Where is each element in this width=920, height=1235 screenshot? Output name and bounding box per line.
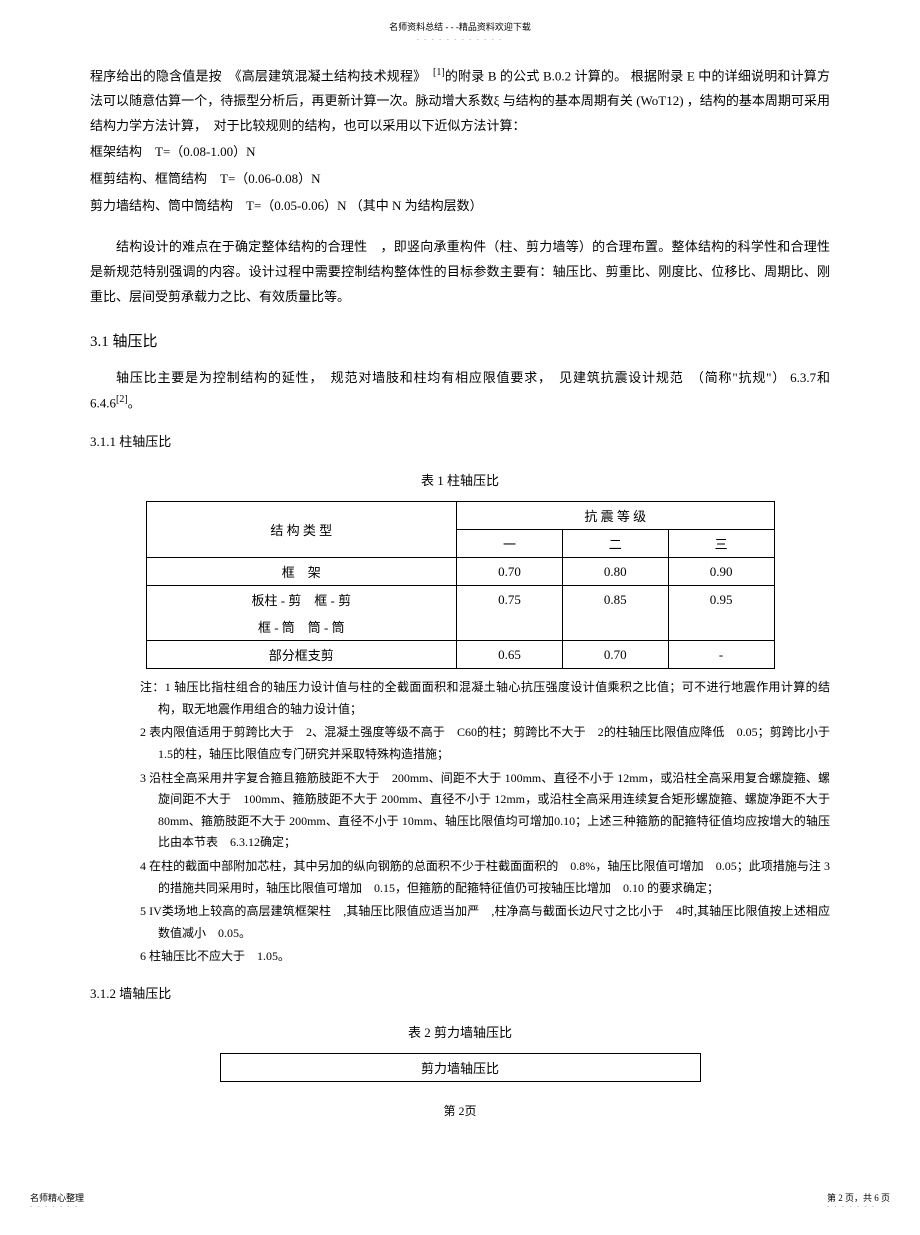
formula-3: 剪力墙结构、筒中筒结构 T=（0.05-0.06）N （其中 N 为结构层数） [90, 194, 830, 219]
footer-left: 名师精心整理 - - - - - - - [30, 1191, 84, 1210]
t1-r3-type: 部分框支剪 [146, 641, 457, 669]
t2-header: 剪力墙轴压比 [220, 1053, 700, 1081]
footer-right: 第 2 页，共 6 页 - - - - - - - [827, 1191, 890, 1210]
footer-left-dots: - - - - - - - [30, 1204, 84, 1210]
formula-1: 框架结构 T=（0.08-1.00）N [90, 140, 830, 165]
t1-r2-v3 [668, 613, 774, 641]
para1-text: 程序给出的隐含值是按 《高层建筑混凝土结构技术规程》 [90, 68, 433, 83]
t1-r2-v1 [457, 613, 563, 641]
note-3: 3 沿柱全高采用井字复合箍且箍筋肢距不大于 200mm、间距不大于 100mm、… [140, 768, 830, 854]
note-6: 6 柱轴压比不应大于 1.05。 [140, 946, 830, 968]
note-prefix: 注： [140, 680, 165, 694]
t1-r2-type: 框 - 筒 筒 - 筒 [146, 613, 457, 641]
table1-caption: 表 1 柱轴压比 [90, 470, 830, 489]
note-5: 5 IV类场地上较高的高层建筑框架柱 ,其轴压比限值应适当加严 ,柱净高与截面长… [140, 901, 830, 944]
subsection-312: 3.1.2 墙轴压比 [90, 983, 830, 1002]
paragraph-1: 程序给出的隐含值是按 《高层建筑混凝土结构技术规程》 [1]的附录 B 的公式 … [90, 63, 830, 138]
page-number: 第 2页 [90, 1102, 830, 1119]
para3a: 轴压比主要是为控制结构的延性， 规范对墙肢和柱均有相应限值要求， 见建筑抗震设计… [90, 370, 830, 411]
t1-header-type: 结 构 类 型 [146, 502, 457, 558]
para1-sup: [1] [433, 67, 445, 78]
note-1-text: 1 轴压比指柱组合的轴压力设计值与柱的全截面面积和混凝土轴心抗压强度设计值乘积之… [158, 680, 830, 716]
header-dots: - - - - - - - - - - - - [90, 37, 830, 43]
table-row: 板柱 - 剪 框 - 剪 0.75 0.85 0.95 [146, 586, 774, 614]
t1-r0-v3: 0.90 [668, 558, 774, 586]
t1-r1-v3: 0.95 [668, 586, 774, 614]
t1-r3-v2: 0.70 [562, 641, 668, 669]
t1-r2-v2 [562, 613, 668, 641]
table-1: 结 构 类 型 抗 震 等 级 一 二 三 框 架 0.70 0.80 0.90… [146, 501, 775, 669]
paragraph-2: 结构设计的难点在于确定整体结构的合理性 ，即竖向承重构件（柱、剪力墙等）的合理布… [90, 235, 830, 309]
note-2: 2 表内限值适用于剪跨比大于 2、混凝土强度等级不高于 C60的柱；剪跨比不大于… [140, 722, 830, 765]
footer-right-dots: - - - - - - - [827, 1204, 890, 1210]
subsection-311: 3.1.1 柱轴压比 [90, 431, 830, 450]
note-1: 注：1 轴压比指柱组合的轴压力设计值与柱的全截面面积和混凝土轴心抗压强度设计值乘… [140, 677, 830, 720]
t1-r0-v1: 0.70 [457, 558, 563, 586]
t1-r1-v2: 0.85 [562, 586, 668, 614]
t1-r0-v2: 0.80 [562, 558, 668, 586]
t1-r3-v3: - [668, 641, 774, 669]
table1-notes: 注：1 轴压比指柱组合的轴压力设计值与柱的全截面面积和混凝土轴心抗压强度设计值乘… [90, 677, 830, 968]
t1-col1: 一 [457, 530, 563, 558]
table-row: 框 - 筒 筒 - 筒 [146, 613, 774, 641]
note-4: 4 在柱的截面中部附加芯柱，其中另加的纵向钢筋的总面积不少于柱截面面积的 0.8… [140, 856, 830, 899]
table-row: 部分框支剪 0.65 0.70 - [146, 641, 774, 669]
section-31-title: 3.1 轴压比 [90, 330, 830, 351]
footer-right-text: 第 2 页，共 6 页 [827, 1191, 890, 1204]
footer-left-text: 名师精心整理 [30, 1191, 84, 1204]
t1-r0-type: 框 架 [146, 558, 457, 586]
formula-2: 框剪结构、框筒结构 T=（0.06-0.08）N [90, 167, 830, 192]
t1-header-level: 抗 震 等 级 [457, 502, 774, 530]
t1-r1-type: 板柱 - 剪 框 - 剪 [146, 586, 457, 614]
paragraph-3: 轴压比主要是为控制结构的延性， 规范对墙肢和柱均有相应限值要求， 见建筑抗震设计… [90, 366, 830, 417]
table-row: 框 架 0.70 0.80 0.90 [146, 558, 774, 586]
para3b: 。 [128, 396, 141, 411]
para3-sup: [2] [116, 394, 128, 405]
table-2: 剪力墙轴压比 [220, 1053, 701, 1082]
t1-col2: 二 [562, 530, 668, 558]
header-note: 名师资料总结 - - -精品资料欢迎下载 [90, 20, 830, 33]
t1-r1-v1: 0.75 [457, 586, 563, 614]
table2-caption: 表 2 剪力墙轴压比 [90, 1022, 830, 1041]
t1-col3: 三 [668, 530, 774, 558]
t1-r3-v1: 0.65 [457, 641, 563, 669]
